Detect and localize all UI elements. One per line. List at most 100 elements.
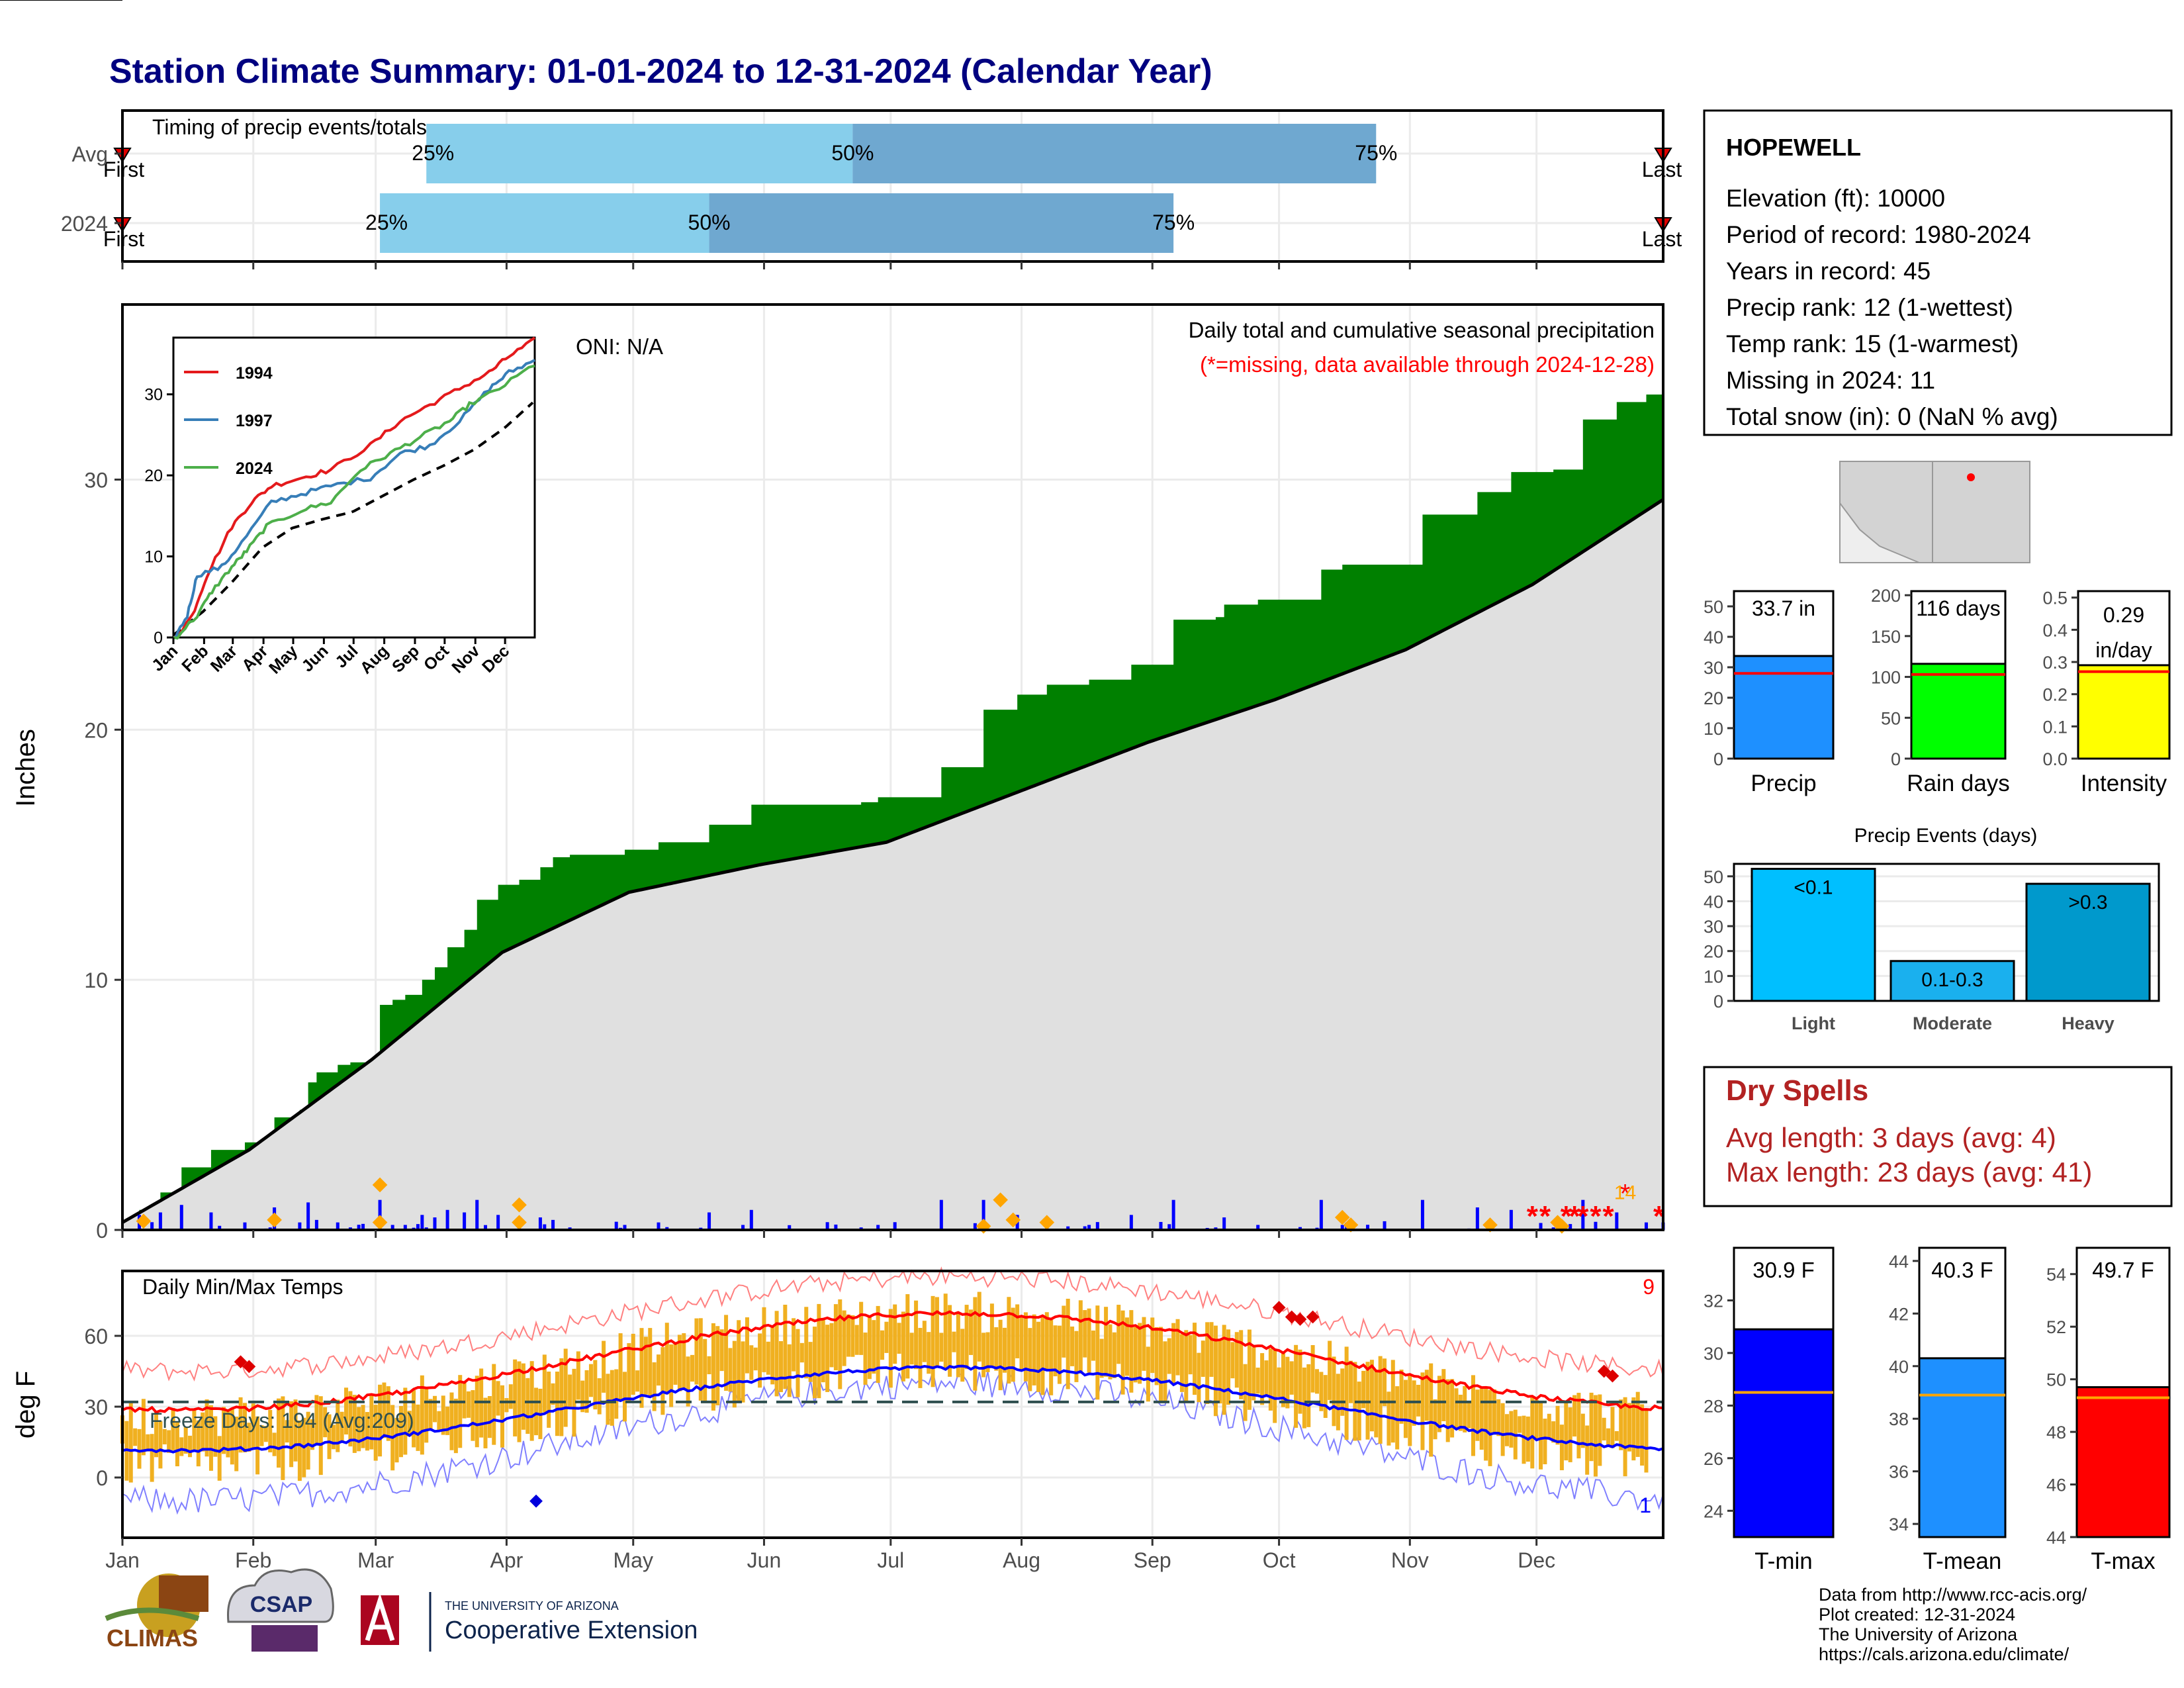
daily-precip-bar <box>623 1225 627 1230</box>
daily-temp-bar <box>842 1310 846 1366</box>
daily-temp-bar <box>1146 1346 1150 1402</box>
daily-precip-bar <box>543 1224 547 1230</box>
y-tick-label: 60 <box>84 1325 108 1348</box>
y-tick-label: 50 <box>1704 867 1723 887</box>
daily-temp-bar <box>1150 1317 1155 1374</box>
daily-precip-bar <box>1095 1222 1099 1230</box>
daily-temp-bar <box>939 1333 944 1362</box>
daily-precip-bar <box>1644 1222 1648 1230</box>
daily-temp-bar <box>597 1378 602 1415</box>
value-label: 30.9 F <box>1752 1258 1815 1282</box>
bar-name: Intensity <box>2081 771 2167 796</box>
daily-temp-bar <box>1585 1425 1590 1475</box>
credit-line: https://cals.arizona.edu/climate/ <box>1819 1644 2070 1664</box>
first-label: First <box>103 227 144 251</box>
timing-q25-label: 25% <box>365 211 408 234</box>
daily-temp-bar <box>846 1314 851 1357</box>
daily-precip-bar <box>1581 1199 1585 1230</box>
daily-temp-bar <box>403 1387 408 1455</box>
daily-temp-bar <box>593 1360 598 1410</box>
daily-temp-bar <box>622 1372 627 1422</box>
daily-temp-bar <box>741 1341 745 1403</box>
daily-temp-bar <box>1078 1300 1083 1374</box>
daily-temp-bar <box>407 1411 412 1437</box>
daily-temp-bar <box>931 1295 935 1387</box>
daily-temp-bar <box>1133 1327 1138 1383</box>
daily-temp-bar <box>863 1333 868 1385</box>
daily-temp-bar <box>1568 1407 1572 1462</box>
daily-temp-bar <box>1340 1368 1345 1416</box>
daily-temp-bar <box>1395 1386 1400 1450</box>
daily-temp-bar <box>496 1381 500 1416</box>
y-tick-label: 30 <box>1704 917 1723 937</box>
daily-temp-bar <box>1408 1374 1412 1446</box>
daily-temp-bar <box>817 1303 821 1399</box>
y-axis-label: deg F <box>11 1371 40 1438</box>
daily-temp-bar <box>821 1319 825 1383</box>
x-tick-label: Aug <box>1003 1548 1040 1572</box>
daily-temp-bar <box>657 1354 661 1386</box>
daily-temp-bar <box>365 1412 369 1451</box>
daily-precip-bar <box>179 1205 183 1230</box>
record-low-count: 1 <box>1639 1493 1651 1517</box>
event-bar-label: 0.1-0.3 <box>1921 969 1983 991</box>
daily-temp-bar <box>804 1307 809 1379</box>
daily-temp-bar <box>361 1405 365 1448</box>
daily-precip-bar <box>463 1212 467 1230</box>
daily-temp-bar <box>694 1318 699 1385</box>
daily-temp-bar <box>259 1425 264 1446</box>
timing-q75-label: 75% <box>1152 211 1195 234</box>
timing-q50-label: 50% <box>688 211 731 234</box>
daily-temp-bar <box>1193 1323 1197 1395</box>
daily-temp-bar <box>1230 1342 1235 1379</box>
daily-temp-bar <box>614 1369 619 1419</box>
daily-temp-bar <box>1374 1370 1379 1438</box>
daily-temp-bar <box>1264 1360 1269 1397</box>
daily-temp-bar <box>534 1387 539 1436</box>
legend-label: 2024 <box>236 459 273 478</box>
missing-marker: * <box>1569 1200 1580 1233</box>
daily-temp-bar <box>745 1317 749 1374</box>
daily-temp-bar <box>1201 1340 1205 1377</box>
daily-temp-bar <box>247 1423 251 1452</box>
daily-temp-bar <box>1222 1325 1226 1415</box>
daily-temp-bar <box>513 1359 518 1436</box>
event-marker <box>267 1212 282 1228</box>
daily-temp-bar <box>1539 1401 1543 1470</box>
y-tick-label: 0.5 <box>2042 588 2068 608</box>
daily-temp-bar <box>876 1305 880 1383</box>
daily-temp-bar <box>1040 1315 1045 1395</box>
daily-temp-bar <box>297 1420 302 1481</box>
daily-temp-bar <box>1083 1310 1087 1358</box>
y-axis-label: Inches <box>11 729 40 807</box>
daily-temp-bar <box>1159 1327 1163 1401</box>
climas-logo-mark <box>159 1575 208 1612</box>
daily-temp-bar <box>850 1315 855 1357</box>
daily-precip-bar <box>158 1212 162 1230</box>
daily-temp-bar <box>1036 1321 1041 1392</box>
daily-precip-bar <box>416 1224 420 1230</box>
daily-temp-bar <box>1091 1330 1095 1361</box>
missing-marker: * <box>1590 1200 1602 1233</box>
daily-temp-bar <box>1213 1325 1218 1417</box>
daily-temp-bar <box>213 1416 218 1457</box>
daily-precip-bar <box>378 1199 382 1230</box>
dry-spells-max: Max length: 23 days (avg: 41) <box>1726 1156 2092 1188</box>
daily-temp-bar <box>1087 1308 1091 1373</box>
daily-temp-bar <box>1471 1375 1475 1456</box>
daily-temp-bar <box>1154 1327 1159 1385</box>
daily-precip-bar <box>749 1209 753 1230</box>
daily-temp-bar <box>331 1425 336 1450</box>
daily-temp-bar <box>462 1382 467 1419</box>
daily-temp-bar <box>323 1407 328 1438</box>
daily-temp-bar <box>1399 1370 1404 1424</box>
y-tick-label: 0 <box>96 1219 108 1243</box>
daily-temp-bar <box>234 1416 239 1472</box>
daily-temp-bar <box>893 1304 897 1364</box>
daily-temp-bar <box>289 1401 294 1468</box>
precip-events-chart: <0.1 Light 0.1-0.3 Moderate >0.3 Heavy 0 10 20 30… <box>1704 825 2160 1033</box>
y-tick-label: 26 <box>1704 1449 1723 1469</box>
daily-precip-bar <box>403 1225 407 1230</box>
daily-precip-bar <box>314 1219 318 1230</box>
